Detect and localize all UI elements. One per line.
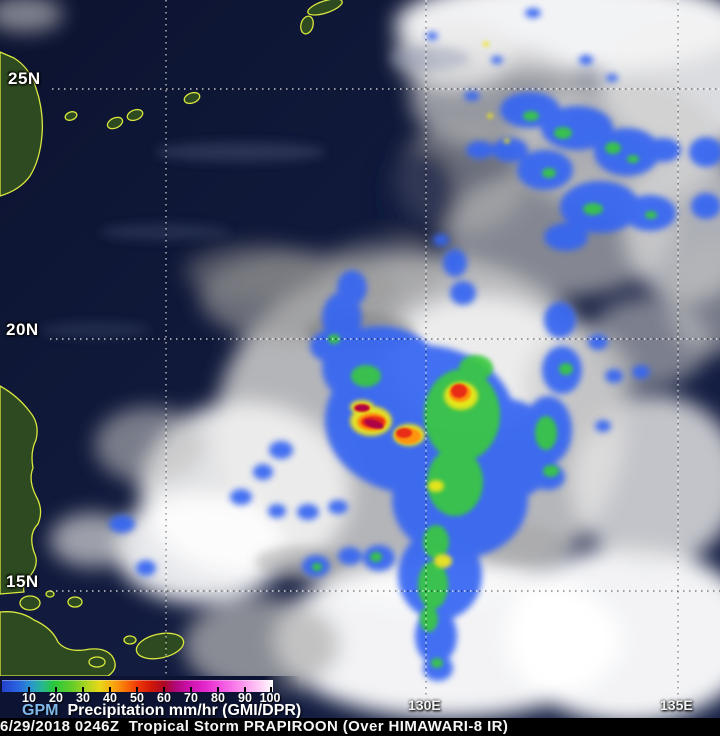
precip-colorbar — [2, 680, 273, 692]
island — [300, 15, 314, 35]
colorbar-label-50: 50 — [130, 691, 144, 705]
lat-label-25n: 25N — [8, 69, 41, 88]
island — [64, 111, 78, 121]
island — [19, 595, 41, 611]
lon-label-135e: 135E — [660, 697, 693, 713]
precip-moderate-rain — [312, 111, 657, 668]
colorbar-tick — [190, 687, 192, 692]
graticule — [50, 0, 720, 696]
colorbar-tick — [217, 687, 219, 692]
colorbar-tick — [163, 687, 165, 692]
gpm-logo-text: GPM — [22, 702, 59, 719]
legend-product-label: Precipitation mm/hr (GMI/DPR) — [67, 702, 302, 719]
island — [307, 0, 343, 16]
island — [45, 590, 55, 598]
legend-caption: GPM Precipitation mm/hr (GMI/DPR) — [22, 702, 301, 720]
colorbar-label-20: 20 — [49, 691, 63, 705]
visayas-coast — [0, 611, 116, 677]
colorbar-label-60: 60 — [157, 691, 171, 705]
satellite-map — [0, 0, 720, 718]
precip-overlay — [109, 8, 720, 681]
colorbar-tick — [28, 687, 30, 692]
colorbar-label-10: 10 — [22, 691, 36, 705]
island — [67, 596, 83, 608]
island — [123, 635, 137, 645]
colorbar-tick — [136, 687, 138, 692]
caption-bar: 6/29/2018 0246Z Tropical Storm PRAPIROON… — [0, 718, 720, 736]
luzon-coast — [0, 385, 42, 595]
island — [106, 116, 124, 130]
colorbar-tick — [55, 687, 57, 692]
coastlines — [0, 0, 343, 677]
lat-label-20n: 20N — [6, 320, 39, 339]
precip-max-cores — [355, 405, 384, 429]
precip-light-rain — [109, 8, 720, 681]
colorbar-label-80: 80 — [211, 691, 225, 705]
colorbar-tick — [82, 687, 84, 692]
island — [88, 656, 106, 668]
colorbar-label-90: 90 — [238, 691, 252, 705]
lat-label-15n: 15N — [6, 572, 39, 591]
colorbar-tick — [244, 687, 246, 692]
lon-label-130e: 130E — [408, 697, 441, 713]
colorbar-tick — [109, 687, 111, 692]
colorbar-label-40: 40 — [103, 691, 117, 705]
colorbar-label-100: 100 — [259, 691, 281, 705]
island — [126, 108, 144, 122]
precip-legend: 10 20 30 40 50 60 70 80 90 100 GPM Precip… — [0, 676, 301, 720]
colorbar-tick — [270, 687, 272, 692]
colorbar-label-30: 30 — [76, 691, 90, 705]
island — [183, 91, 201, 105]
caption-text: 6/29/2018 0246Z Tropical Storm PRAPIROON… — [0, 718, 509, 735]
taiwan-coast — [0, 51, 44, 197]
colorbar-label-70: 70 — [184, 691, 198, 705]
island — [135, 632, 185, 660]
